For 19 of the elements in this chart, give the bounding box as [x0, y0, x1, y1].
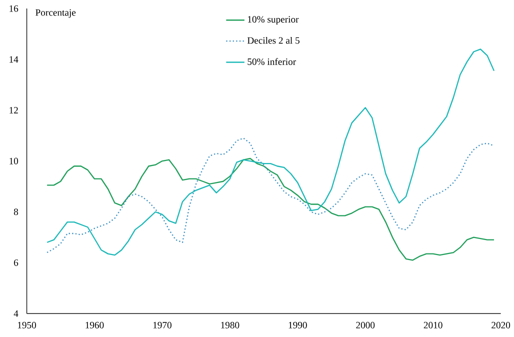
x-tick-label: 2020 [492, 322, 510, 328]
y-tick-label: 12 [10, 106, 18, 114]
y-tick-label: 6 [14, 259, 18, 266]
x-tick-label: 1990 [288, 322, 307, 328]
y-tick-label: 10 [10, 158, 18, 164]
y-tick-label: 4 [14, 310, 18, 317]
x-tick-label: 1960 [86, 322, 104, 328]
legend-label: Deciles 2 al 5 [247, 36, 300, 44]
x-tick-label: 2010 [424, 322, 442, 328]
legend-label: 50% inferior [248, 58, 296, 65]
x-tick-label: 1950 [18, 322, 36, 328]
y-tick-label: 14 [10, 56, 18, 63]
y-tick-label: 8 [14, 208, 18, 216]
y-axis-title: Porcentaje [36, 9, 76, 18]
x-tick-label: 2000 [356, 322, 375, 328]
legend-label: 10% superior [248, 16, 299, 25]
x-tick-label: 1970 [153, 322, 172, 328]
y-tick-label: 16 [10, 5, 18, 12]
x-tick-label: 1980 [221, 322, 240, 328]
